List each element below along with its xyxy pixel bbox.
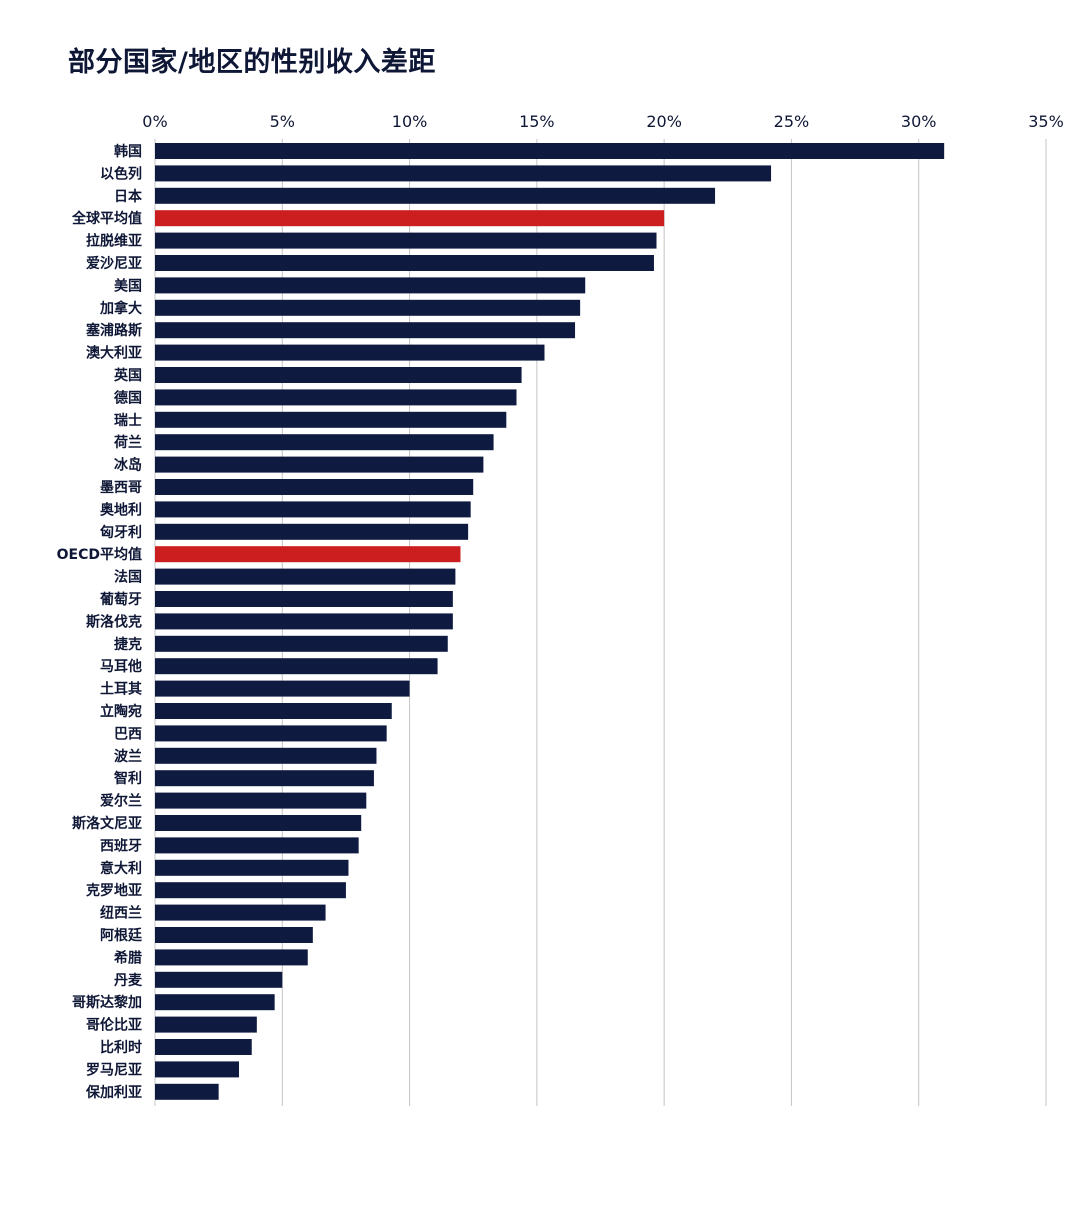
- bar: [155, 949, 308, 966]
- bar: [155, 635, 448, 652]
- bar: [155, 859, 349, 876]
- category-label: 塞浦路斯: [86, 322, 142, 339]
- bar: [155, 434, 494, 451]
- bar: [155, 613, 453, 630]
- category-label: 保加利亚: [85, 1084, 142, 1101]
- category-label: 西班牙: [100, 837, 142, 854]
- bar: [155, 747, 377, 764]
- category-label: 法国: [114, 569, 142, 586]
- bar: [155, 971, 283, 988]
- category-label: 荷兰: [113, 434, 142, 451]
- category-label: 拉脱维亚: [86, 233, 142, 250]
- bar: [155, 411, 507, 428]
- x-tick-label: 35%: [1028, 112, 1064, 131]
- bar: [155, 165, 772, 182]
- x-tick-label: 15%: [519, 112, 555, 131]
- bar: [155, 1083, 219, 1100]
- category-label: 瑞士: [114, 412, 142, 429]
- bar: [155, 591, 453, 607]
- bar: [155, 232, 657, 249]
- x-tick-label: 0%: [142, 112, 167, 131]
- bar: [155, 568, 456, 585]
- category-label: 奥地利: [100, 501, 142, 518]
- bar: [155, 1039, 252, 1055]
- bar: [155, 904, 326, 921]
- category-label: 智利: [113, 770, 142, 787]
- bar: [155, 523, 469, 540]
- bar: [155, 322, 576, 339]
- bar: [155, 1016, 257, 1033]
- category-label: 哥伦比亚: [86, 1017, 142, 1034]
- bar: [155, 501, 471, 518]
- category-label: OECD平均值: [57, 546, 142, 563]
- category-label: 波兰: [114, 748, 142, 765]
- bar: [155, 837, 359, 854]
- category-label: 葡萄牙: [99, 591, 142, 608]
- category-label: 英国: [113, 367, 142, 384]
- bar: [155, 725, 387, 742]
- category-label: 比利时: [100, 1039, 142, 1056]
- x-tick-label: 25%: [774, 112, 810, 131]
- category-label: 克罗地亚: [86, 882, 142, 899]
- x-tick-label: 5%: [270, 112, 295, 131]
- category-label: 爱尔兰: [100, 793, 142, 810]
- x-axis-ticks: 0% 5% 10% 15% 20% 25% 30% 35%: [142, 112, 1063, 131]
- bar: [155, 143, 945, 159]
- category-label: 意大利: [100, 860, 142, 877]
- bar: [155, 792, 367, 809]
- category-label: 丹麦: [114, 972, 143, 989]
- category-label: 希腊: [114, 949, 142, 966]
- bar: [155, 1061, 240, 1078]
- category-label: 纽西兰: [100, 905, 142, 922]
- bar: [155, 680, 410, 697]
- bar: [155, 546, 461, 563]
- bars: [155, 143, 945, 1100]
- x-tick-label: 20%: [646, 112, 682, 131]
- bar: [155, 389, 517, 406]
- x-tick-label: 30%: [901, 112, 937, 131]
- bar: [155, 703, 392, 719]
- category-label: 墨西哥: [100, 480, 142, 496]
- bar: [155, 367, 522, 383]
- category-label: 澳大利亚: [86, 345, 142, 362]
- bar: [155, 456, 484, 473]
- bar: [155, 658, 438, 675]
- bar: [155, 882, 346, 899]
- category-label: 巴西: [114, 726, 142, 742]
- bar: [155, 815, 362, 831]
- category-label: 冰岛: [114, 457, 142, 474]
- category-label: 罗马尼亚: [86, 1062, 142, 1078]
- bar: [155, 770, 374, 787]
- category-label: 斯洛文尼亚: [72, 815, 142, 832]
- category-label: 加拿大: [99, 300, 142, 317]
- category-label: 阿根廷: [100, 927, 143, 944]
- category-label: 斯洛伐克: [86, 613, 142, 630]
- category-label: 德国: [114, 389, 142, 406]
- category-label: 哥斯达黎加: [72, 994, 142, 1011]
- bar: [155, 277, 586, 294]
- bar: [155, 479, 474, 495]
- category-label: 马耳他: [100, 658, 142, 675]
- category-label: 爱沙尼亚: [86, 256, 142, 272]
- bar: [155, 299, 581, 316]
- bar: [155, 187, 716, 204]
- bar: [155, 255, 654, 271]
- category-label: 韩国: [114, 143, 142, 160]
- bar: [155, 344, 545, 361]
- category-label: 土耳其: [100, 681, 142, 698]
- category-label: 美国: [114, 277, 142, 294]
- category-label: 捷克: [114, 636, 142, 653]
- bar: [155, 927, 313, 943]
- x-tick-label: 10%: [392, 112, 428, 131]
- chart-title: 部分国家/地区的性别收入差距: [68, 47, 436, 78]
- category-label: 以色列: [100, 165, 142, 182]
- category-label: 全球平均值: [71, 210, 142, 227]
- category-label: 立陶宛: [100, 703, 142, 720]
- category-label: 日本: [114, 188, 143, 205]
- bar: [155, 210, 665, 227]
- bar: [155, 994, 275, 1011]
- category-label: 匈牙利: [100, 524, 142, 541]
- category-labels: 韩国以色列日本全球平均值拉脱维亚爱沙尼亚美国加拿大塞浦路斯澳大利亚英国德国瑞士荷…: [57, 143, 143, 1101]
